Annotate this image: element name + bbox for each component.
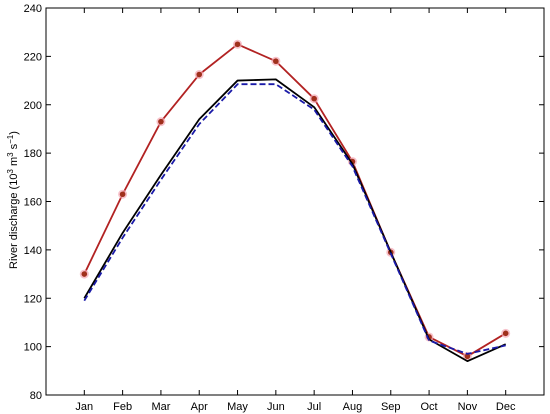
y-tick-label: 180 [24,148,42,160]
y-label-text: m [8,157,20,169]
x-tick-label: Feb [113,401,132,413]
plot-frame [45,7,545,396]
series-marker [158,118,164,125]
axes-layer: 80 100 120 140 160 180 200 220 240 Jan Feb Mar Apr Ma… [24,3,544,413]
y-tick-label: 120 [24,293,42,305]
x-tick-label: Jun [267,401,285,413]
y-tick-label: 200 [24,100,42,112]
y-label-text: ) [8,131,20,135]
x-tick-label: May [227,401,248,413]
series-marker [234,41,241,48]
y-tick-label: 80 [30,390,42,402]
y-tick-label: 240 [24,3,42,15]
x-tick-label: Nov [458,401,478,413]
series-line-3 [83,83,506,355]
y-tick-label: 140 [24,245,42,257]
series-line-1 [83,43,507,358]
y-axis-label: River discharge (103 m3 s−1) [6,131,21,269]
y-label-superscript: 3 [6,152,15,157]
y-label-text: s [8,143,20,152]
series-marker [311,95,317,102]
series-layer [79,39,511,363]
series-marker [81,271,88,277]
y-label-text: River discharge (10 [8,174,20,269]
y-label-superscript: −1 [6,134,15,144]
y-label-superscript: 3 [6,169,15,174]
x-tick-label: Sep [381,401,401,413]
series-marker [464,353,471,360]
x-tick-label: Oct [421,401,438,413]
x-tick-label: Mar [151,401,170,413]
y-tick-label: 220 [24,51,42,63]
series-marker [119,191,126,198]
x-tick-label: Apr [191,401,208,413]
series-marker [273,58,279,65]
y-tick-label: 160 [24,197,42,209]
x-tick-label: Dec [496,401,516,413]
plot-area [45,7,545,396]
x-tick-label: Aug [343,401,363,413]
series-marker [196,71,203,78]
series-marker [502,330,509,337]
y-tick-label: 100 [24,342,42,354]
x-tick-label: Jul [307,401,321,413]
x-tick-label: Jan [75,401,93,413]
